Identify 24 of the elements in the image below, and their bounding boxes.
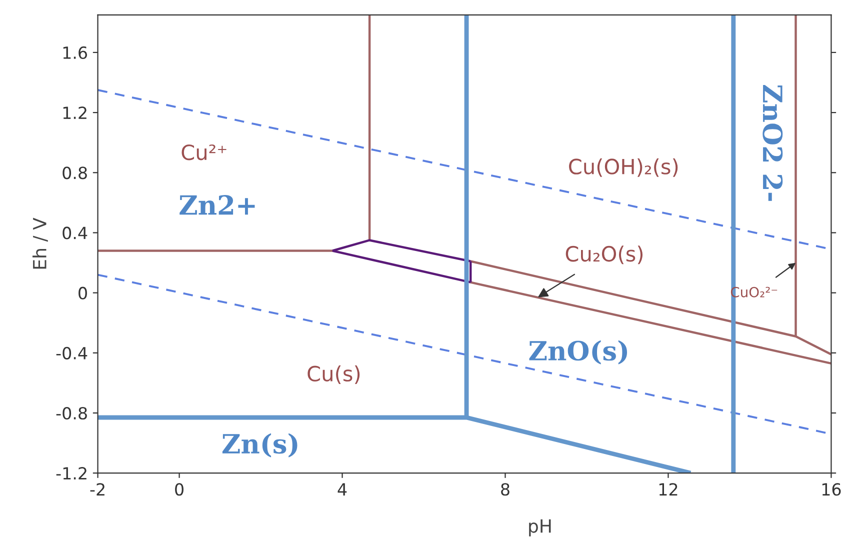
x-tick-label: 16 xyxy=(822,483,841,496)
x-tick-label: 4 xyxy=(338,483,347,496)
annotation: Cu(s) xyxy=(308,365,360,384)
y-tick-label: 0 xyxy=(78,286,87,300)
y-tick-label: -1.2 xyxy=(56,467,86,480)
annotation: Zn2+ xyxy=(180,195,255,215)
y-tick-label: 0.8 xyxy=(62,166,87,180)
y-tick-label: 1.6 xyxy=(63,46,88,60)
annotation: Zn(s) xyxy=(222,433,298,458)
annotation: ZnO(s) xyxy=(529,340,628,364)
annotation: Cu₂O(s) xyxy=(566,246,643,264)
y-tick-label: -0.8 xyxy=(56,406,87,420)
y-axis-title: Eh / V xyxy=(32,218,48,269)
x-tick-label: 12 xyxy=(659,483,678,496)
x-tick-label: -2 xyxy=(90,483,104,496)
annotation: ZnO2 2- xyxy=(762,85,783,201)
annotation: Cu²⁺ xyxy=(182,144,226,160)
y-tick-label: 1.2 xyxy=(63,106,86,119)
x-tick-label: 0 xyxy=(175,483,184,496)
x-axis-title: pH xyxy=(529,519,551,536)
y-tick-label: 0.4 xyxy=(62,226,88,240)
annotation: Cu(OH)₂(s) xyxy=(569,158,678,177)
x-tick-label: 8 xyxy=(501,483,510,496)
y-tick-label: -0.4 xyxy=(56,346,88,360)
